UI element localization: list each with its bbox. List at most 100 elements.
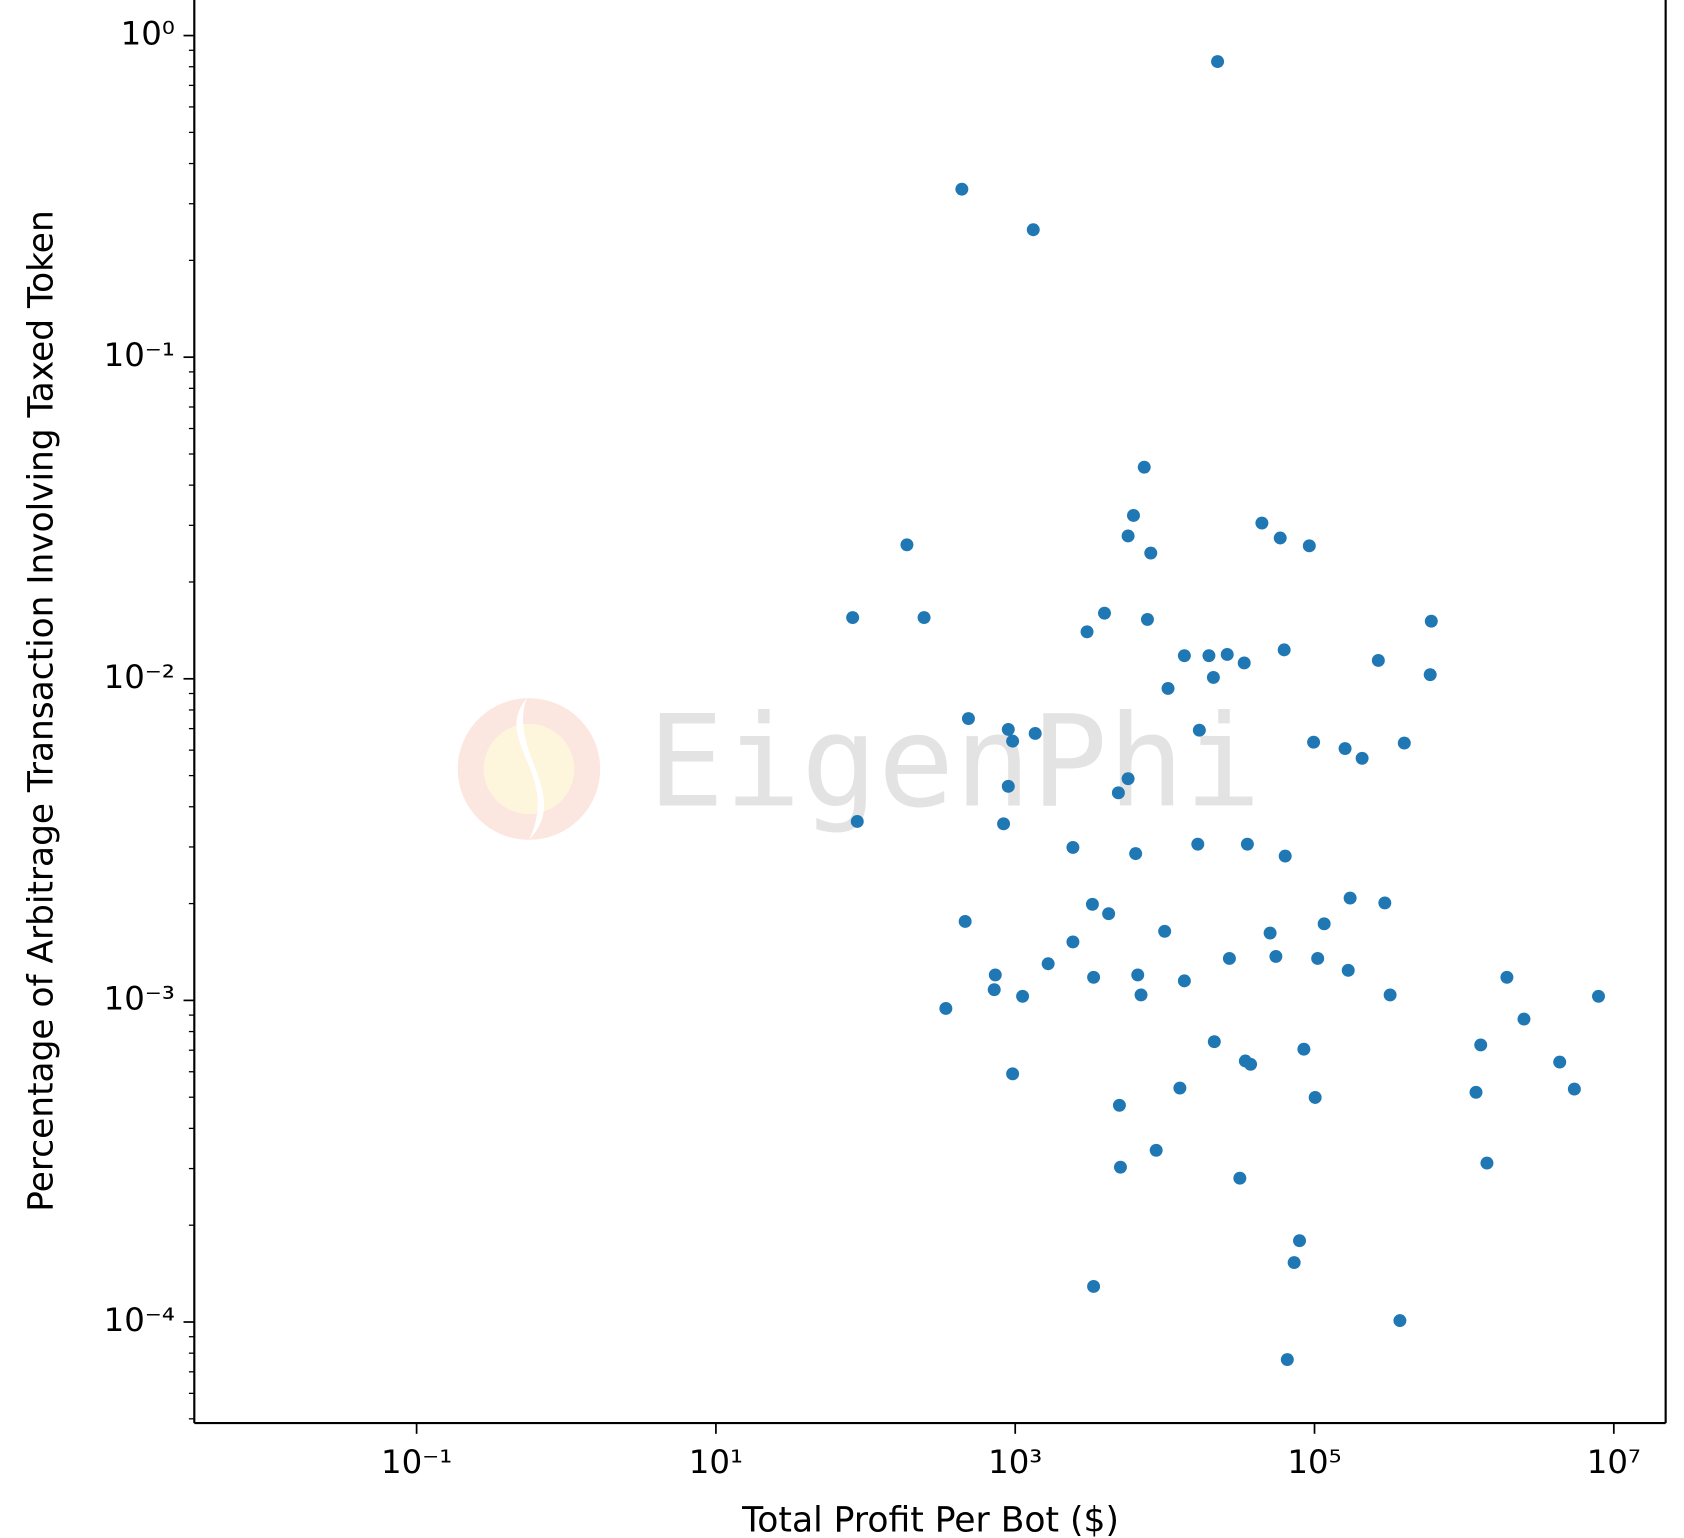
watermark-logo [457, 698, 601, 840]
scatter-point [1173, 1081, 1187, 1095]
scatter-point [1016, 989, 1030, 1003]
watermark-text: EigenPhi [648, 688, 1261, 836]
x-tick-label: 10³ [988, 1443, 1042, 1481]
x-tick-label: 10⁵ [1287, 1443, 1341, 1481]
scatter-point [1397, 736, 1411, 750]
scatter-point [1302, 539, 1316, 553]
scatter-point [988, 968, 1002, 982]
scatter-point [1343, 891, 1357, 905]
scatter-point [1222, 952, 1236, 965]
scatter-point [1137, 460, 1151, 474]
scatter-point [1297, 1042, 1311, 1056]
scatter-point [917, 611, 931, 625]
x-tick-label: 10⁷ [1587, 1443, 1641, 1481]
logo-swirl [516, 698, 545, 840]
logo-outer [457, 698, 601, 840]
scatter-point [1149, 1143, 1163, 1157]
scatter-point [1206, 670, 1220, 684]
scatter-point [1006, 734, 1020, 748]
scatter-point [1273, 531, 1287, 545]
scatter-point [1378, 896, 1392, 910]
scatter-point [1158, 924, 1172, 938]
scatter-point [1308, 1091, 1322, 1104]
scatter-point [1113, 1160, 1127, 1174]
y-tick-label: 10⁻⁴ [104, 1301, 175, 1339]
scatter-point [961, 712, 975, 726]
scatter-point [939, 1002, 953, 1015]
scatter-point [1112, 1098, 1126, 1112]
scatter-point [1111, 786, 1125, 800]
y-tick-label: 10⁻³ [104, 979, 175, 1017]
scatter-point [1220, 648, 1234, 661]
scatter-point [1383, 988, 1397, 1002]
scatter-point [1567, 1082, 1581, 1096]
scatter-point [1144, 546, 1158, 560]
scatter-point [1161, 682, 1175, 695]
scatter-point [987, 983, 1001, 997]
scatter-point [1269, 949, 1283, 963]
y-axis-label: Percentage of Arbitrage Transaction Invo… [22, 210, 62, 1211]
scatter-point [1087, 1279, 1101, 1293]
scatter-point [1102, 907, 1116, 921]
scatter-point [1278, 849, 1292, 863]
scatter-point [1006, 1067, 1020, 1081]
scatter-point [1087, 970, 1101, 984]
scatter-point [1293, 1234, 1306, 1248]
scatter-point [1085, 897, 1099, 911]
scatter-point [1041, 957, 1055, 971]
y-tick-label: 10⁻² [104, 658, 175, 696]
x-axis-label: Total Profit Per Bot ($) [741, 1500, 1119, 1538]
scatter-point [1177, 974, 1191, 988]
scatter-point [1311, 952, 1325, 965]
scatter-point [1066, 935, 1080, 949]
scatter-point [1207, 1035, 1221, 1049]
scatter-point [1592, 989, 1605, 1003]
scatter-point [850, 815, 864, 828]
scatter-point [1131, 968, 1145, 982]
scatter-point [1001, 722, 1015, 736]
scatter-point [1317, 917, 1331, 931]
scatter-point [997, 817, 1011, 831]
scatter-point [1177, 649, 1191, 663]
scatter-point [1393, 1314, 1407, 1328]
scatter-point [1500, 970, 1514, 984]
scatter-point [1134, 988, 1148, 1002]
scatter-point [1028, 727, 1042, 740]
scatter-point [1553, 1055, 1567, 1069]
scatter-point [1237, 656, 1251, 670]
scatter-point [1080, 625, 1094, 639]
scatter-point [1121, 529, 1135, 543]
scatter-point [1127, 509, 1140, 522]
x-tick-label: 10⁻¹ [381, 1443, 452, 1481]
scatter-point [1001, 779, 1015, 793]
logo-inner [483, 723, 575, 815]
scatter-point [1255, 516, 1269, 530]
scatter-point [1191, 837, 1205, 851]
scatter-point [1355, 751, 1369, 765]
scatter-point [958, 914, 972, 928]
scatter-point [1287, 1256, 1301, 1270]
scatter-point [1140, 612, 1154, 626]
scatter-point [1341, 963, 1355, 977]
scatter-point [1026, 223, 1040, 237]
scatter-point [1244, 1057, 1258, 1071]
scatter-point [1192, 723, 1206, 737]
scatter-point [1280, 1353, 1294, 1367]
scatter-point [1371, 654, 1385, 667]
scatter-point [1480, 1156, 1494, 1170]
scatter-point [1517, 1012, 1531, 1026]
scatter-point [1202, 649, 1216, 663]
scatter-point [1307, 735, 1321, 749]
scatter-point [900, 538, 914, 552]
scatter-point [1098, 606, 1111, 620]
scatter-point [1240, 837, 1254, 851]
scatter-point [1121, 772, 1135, 786]
scatter-point [1066, 840, 1080, 854]
scatter-point [1474, 1038, 1488, 1052]
scatter-point [1263, 926, 1277, 940]
scatter-point [1338, 742, 1352, 755]
scatter-point [1233, 1171, 1247, 1185]
scatter-point [1129, 847, 1143, 861]
scatter-point [955, 182, 969, 196]
